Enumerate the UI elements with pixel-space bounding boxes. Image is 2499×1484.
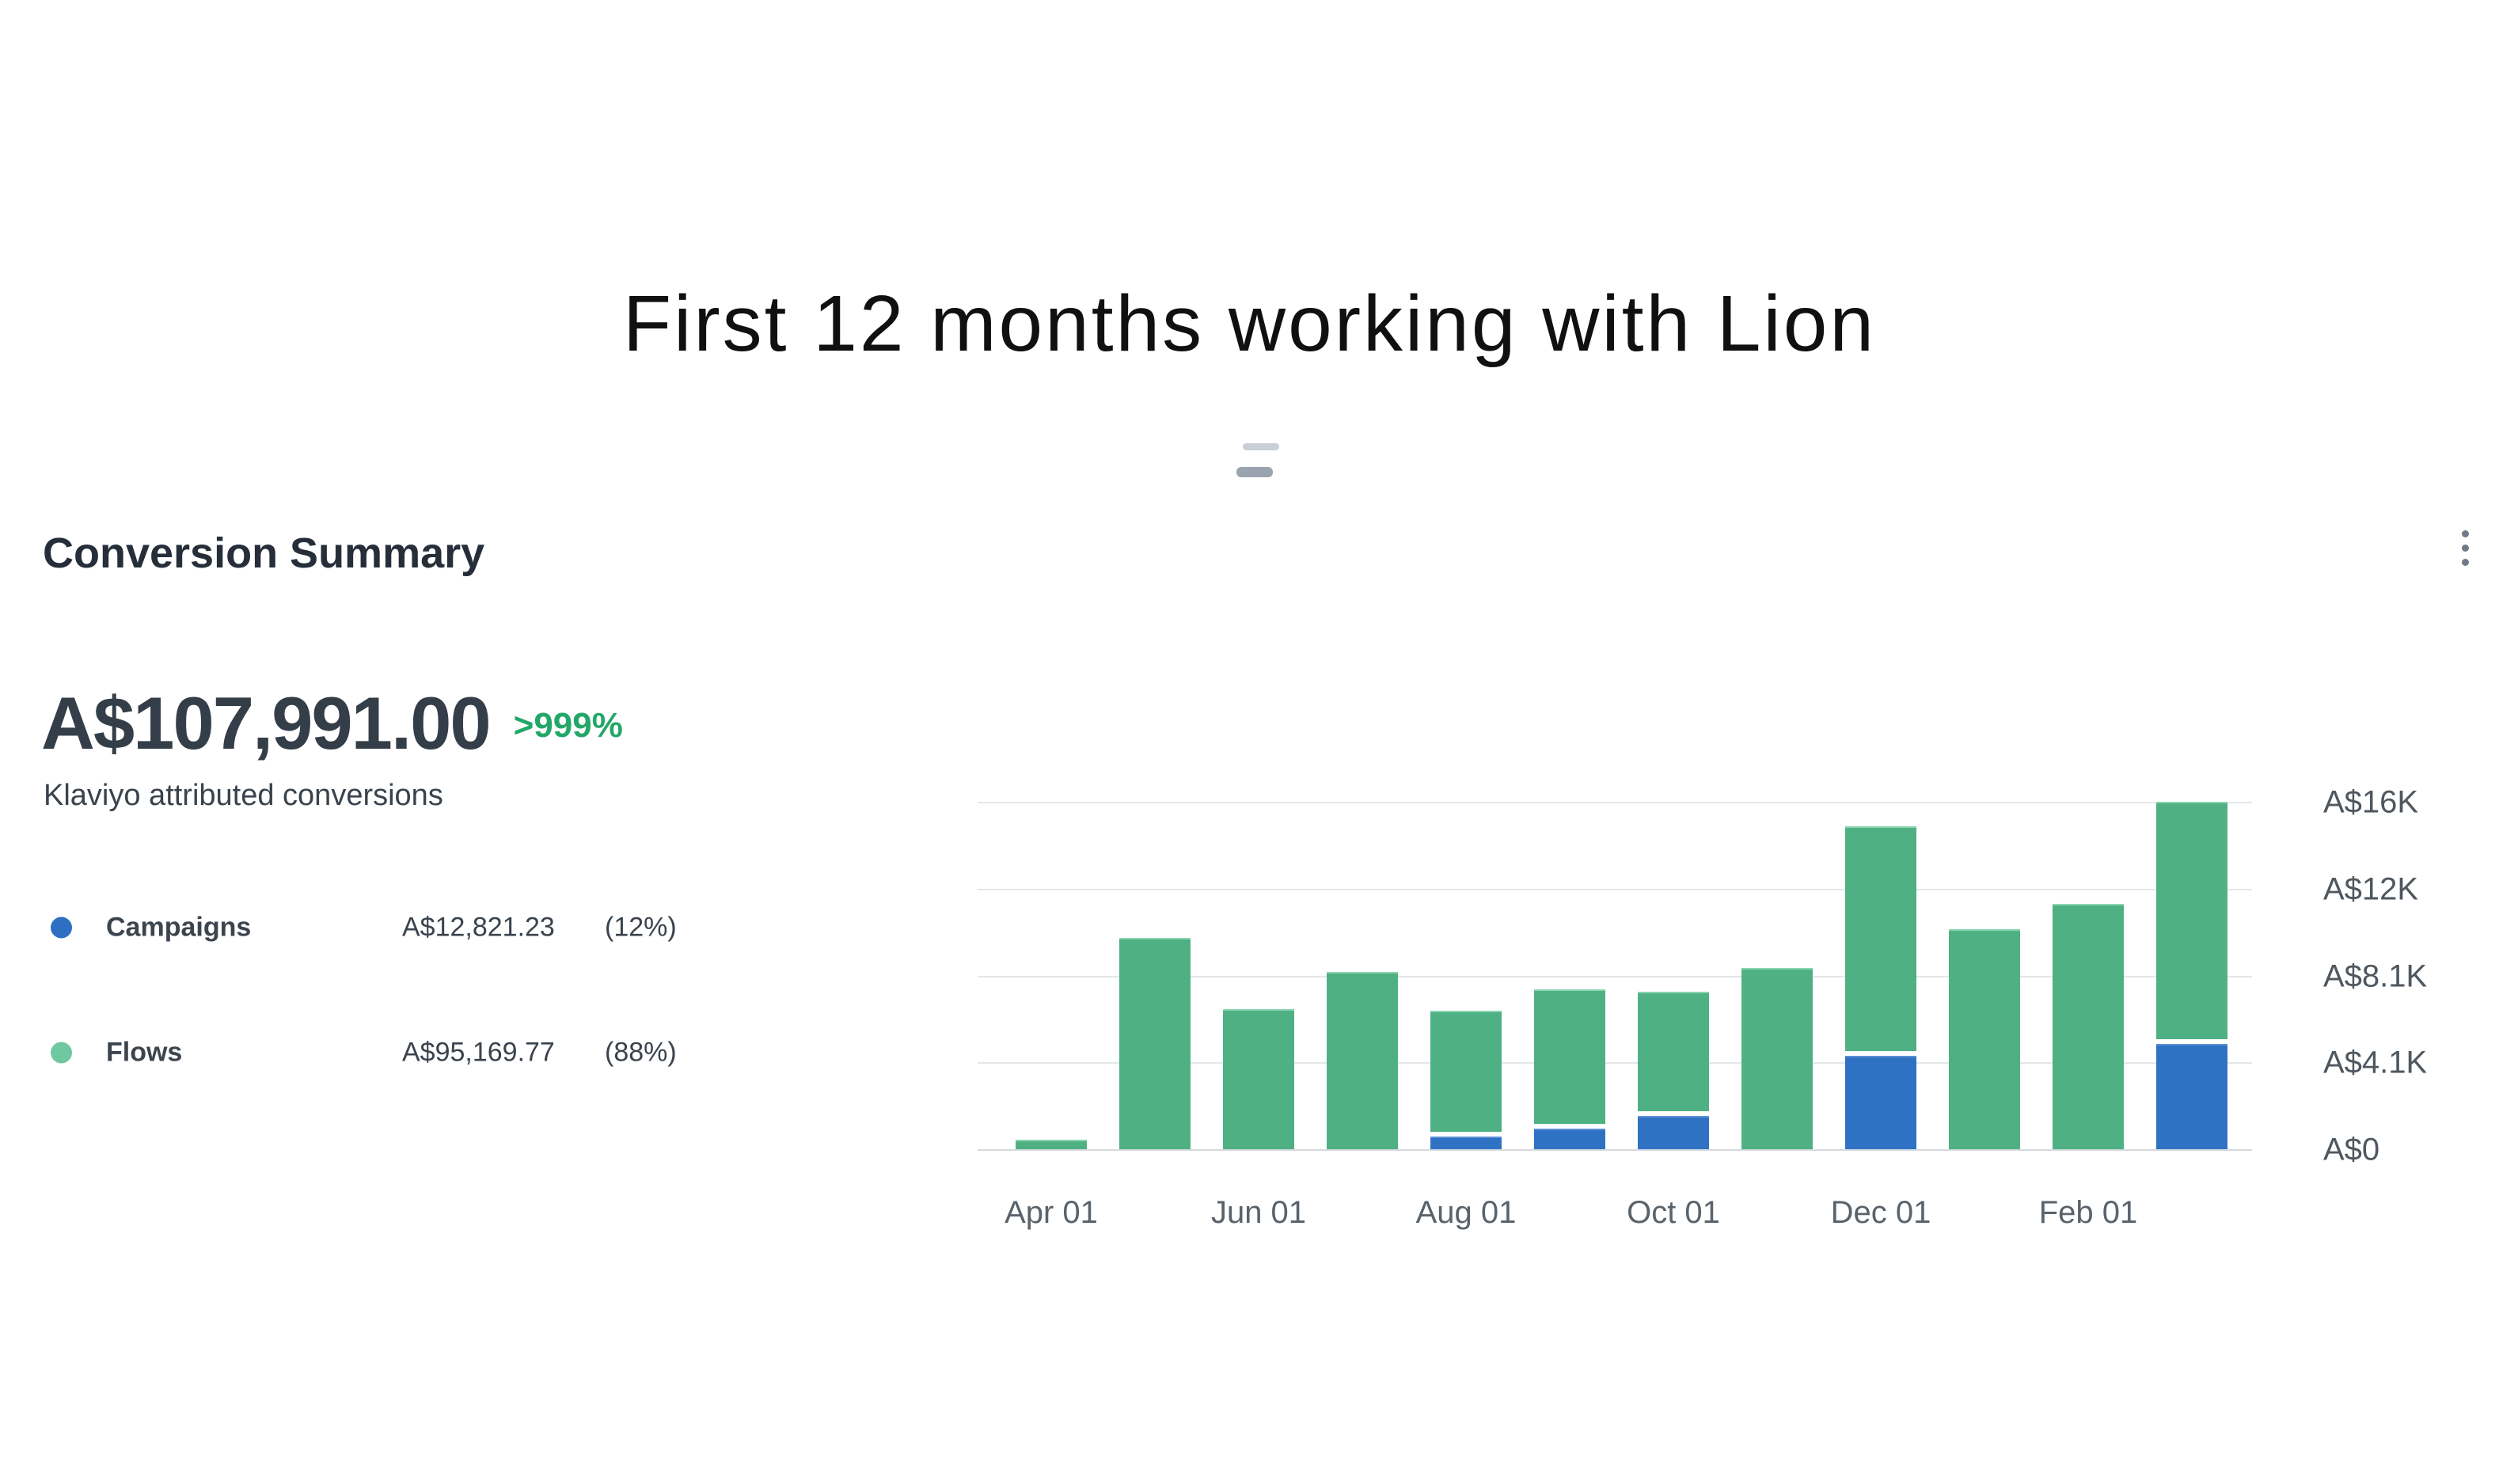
x-axis-label: Feb 01 [2038, 1195, 2138, 1230]
legend-value: A$12,821.23 [402, 912, 555, 943]
bar-nov[interactable] [1741, 968, 1813, 1149]
legend-value: A$95,169.77 [402, 1037, 555, 1068]
bar-segment-gap [1430, 1132, 1502, 1137]
conversion-total-value: A$107,991.00 [41, 681, 492, 765]
page-title: First 12 months working with Lion [623, 279, 1876, 368]
bar-segment-flows[interactable] [2156, 802, 2227, 1039]
kebab-dot-icon [2462, 545, 2469, 552]
kebab-dot-icon [2462, 559, 2469, 566]
bar-segment-gap [2156, 1039, 2227, 1044]
bar-segment-flows[interactable] [1845, 826, 1916, 1051]
y-axis-label: A$0 [2323, 1132, 2380, 1167]
bar-jun[interactable] [1223, 1009, 1294, 1149]
chart-x-axis: Apr 01 Jun 01 Aug 01 Oct 01 Dec 01 Feb 01 [978, 1189, 2252, 1236]
gridline [978, 975, 2252, 977]
bar-dec[interactable] [1845, 826, 1916, 1149]
bar-segment-campaigns[interactable] [1638, 1116, 1709, 1149]
bar-mar[interactable] [2156, 802, 2227, 1149]
dash-bottom-icon [1236, 467, 1273, 477]
bar-segment-campaigns[interactable] [1845, 1056, 1916, 1149]
dash-top-icon [1243, 443, 1279, 450]
bar-segment-flows[interactable] [1223, 1009, 1294, 1149]
bar-apr[interactable] [1016, 1140, 1087, 1149]
bar-segment-flows[interactable] [1430, 1011, 1502, 1132]
legend-label: Flows [106, 1037, 183, 1068]
divider-dash-icon [1219, 437, 1314, 484]
bar-feb[interactable] [2053, 904, 2124, 1149]
y-axis-label: A$4.1K [2323, 1045, 2428, 1080]
legend-percent: (88%) [605, 1037, 677, 1068]
bar-aug[interactable] [1430, 1011, 1502, 1149]
flows-dot-icon [51, 1042, 72, 1064]
bar-segment-flows[interactable] [2053, 904, 2124, 1149]
conversion-total-row: A$107,991.00 >999% [41, 677, 623, 769]
bar-segment-campaigns[interactable] [2156, 1044, 2227, 1149]
legend-label: Campaigns [106, 912, 252, 943]
bar-jan[interactable] [1949, 929, 2020, 1149]
bar-segment-campaigns[interactable] [1534, 1129, 1605, 1149]
bar-segment-campaigns[interactable] [1430, 1137, 1502, 1149]
chart-y-axis: A$0 A$4.1K A$8.1K A$12K A$16K [2323, 785, 2497, 1167]
y-axis-label: A$8.1K [2323, 958, 2428, 993]
bar-segment-gap [1845, 1051, 1916, 1056]
bar-segment-flows[interactable] [1016, 1140, 1087, 1149]
kebab-menu-icon[interactable] [2448, 522, 2482, 579]
gridline [978, 1149, 2252, 1151]
x-axis-label: Apr 01 [1005, 1195, 1098, 1230]
legend-row-flows: Flows A$95,169.77 (88%) [51, 1032, 763, 1073]
kebab-dot-icon [2462, 530, 2469, 537]
bar-segment-gap [1534, 1124, 1605, 1129]
conversion-change-badge: >999% [513, 706, 623, 745]
y-axis-label: A$16K [2323, 784, 2419, 820]
y-axis-label: A$12K [2323, 871, 2419, 907]
bar-may[interactable] [1119, 938, 1191, 1149]
legend-row-campaigns: Campaigns A$12,821.23 (12%) [51, 907, 763, 948]
x-axis-label: Jun 01 [1210, 1195, 1307, 1230]
bar-segment-flows[interactable] [1534, 989, 1605, 1124]
bar-segment-flows[interactable] [1327, 972, 1398, 1149]
bar-segment-flows[interactable] [1119, 938, 1191, 1149]
x-axis-label: Oct 01 [1627, 1195, 1720, 1230]
bar-oct[interactable] [1638, 992, 1709, 1149]
conversion-subtitle: Klaviyo attributed conversions [44, 779, 443, 812]
gridline [978, 802, 2252, 803]
x-axis-label: Dec 01 [1830, 1195, 1931, 1230]
card-heading: Conversion Summary [43, 529, 485, 577]
chart-plot [978, 802, 2252, 1151]
bar-segment-flows[interactable] [1638, 992, 1709, 1111]
bar-segment-flows[interactable] [1741, 968, 1813, 1149]
campaigns-dot-icon [51, 917, 72, 939]
gridline [978, 888, 2252, 890]
gridline [978, 1062, 2252, 1065]
x-axis-label: Aug 01 [1415, 1195, 1517, 1230]
bar-jul[interactable] [1327, 972, 1398, 1149]
bar-sep[interactable] [1534, 989, 1605, 1149]
legend-percent: (12%) [605, 912, 677, 943]
chart-legend: Campaigns A$12,821.23 (12%) Flows A$95,169.7… [51, 907, 763, 1157]
bar-segment-gap [1638, 1111, 1709, 1116]
bar-segment-flows[interactable] [1949, 929, 2020, 1149]
